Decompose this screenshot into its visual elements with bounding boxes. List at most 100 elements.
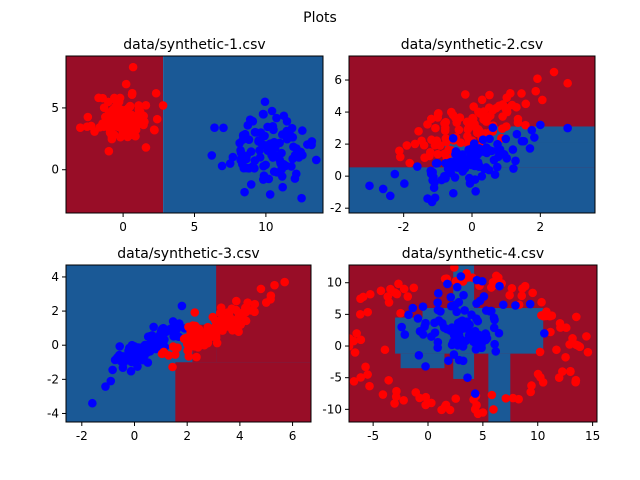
point-red <box>561 323 571 333</box>
point-blue <box>157 337 167 347</box>
point-blue <box>126 366 136 376</box>
point-red <box>547 311 557 320</box>
point-red <box>256 284 266 294</box>
point-red <box>365 381 374 391</box>
point-blue <box>278 130 287 139</box>
point-red <box>600 328 609 337</box>
point-red <box>513 114 523 124</box>
point-red <box>110 108 120 117</box>
point-blue <box>477 171 487 181</box>
x-tick-label: 10 <box>258 220 273 234</box>
point-red <box>184 322 193 332</box>
point-red <box>168 342 178 351</box>
point-red <box>402 141 412 150</box>
point-blue <box>430 193 440 203</box>
point-red <box>352 329 361 338</box>
point-blue <box>385 191 395 201</box>
point-blue <box>418 302 428 311</box>
region-red <box>175 362 311 422</box>
point-red <box>441 134 451 143</box>
point-red <box>512 102 521 112</box>
point-blue <box>477 343 486 353</box>
x-tick-label: 10 <box>530 429 545 443</box>
point-blue <box>525 299 535 309</box>
point-red <box>376 286 386 296</box>
x-tick-label: 0 <box>468 220 476 234</box>
point-blue <box>238 131 248 140</box>
point-red <box>518 284 527 293</box>
point-blue <box>139 355 148 365</box>
point-red <box>164 351 174 360</box>
point-red <box>212 338 222 348</box>
point-blue <box>446 301 456 311</box>
series-blue <box>365 120 572 207</box>
x-tick-label: 5 <box>479 429 487 443</box>
point-red <box>349 341 354 351</box>
x-tick-label: 15 <box>585 429 600 443</box>
point-blue <box>485 307 495 316</box>
point-red <box>104 97 113 107</box>
point-red <box>549 67 559 77</box>
x-tick-label: 2 <box>183 429 191 443</box>
point-blue <box>260 131 269 141</box>
point-blue <box>433 298 442 307</box>
point-blue <box>400 179 409 188</box>
point-red <box>280 277 289 287</box>
point-blue <box>478 135 488 144</box>
point-blue <box>467 310 476 320</box>
point-red <box>405 158 414 168</box>
point-blue <box>530 133 539 142</box>
point-blue <box>498 300 508 310</box>
point-red <box>86 121 96 131</box>
y-tick-label: -2 <box>330 201 342 215</box>
x-tick-label: -2 <box>76 429 88 443</box>
point-red <box>125 102 135 111</box>
point-blue <box>563 123 572 133</box>
point-blue <box>540 329 549 338</box>
point-blue <box>492 162 502 172</box>
point-blue <box>428 176 437 185</box>
point-blue <box>452 282 462 292</box>
subplot-3: -2 0 2 4 6 -4 -2 0 2 4 data/synthetic-3.csv <box>47 246 312 443</box>
point-blue <box>451 150 460 159</box>
point-blue <box>390 169 400 179</box>
point-red <box>487 390 497 400</box>
point-red <box>537 311 546 320</box>
point-blue <box>508 145 518 154</box>
point-blue <box>296 147 305 157</box>
point-blue <box>291 169 301 179</box>
point-red <box>517 89 526 98</box>
point-red <box>535 347 545 357</box>
point-red <box>104 146 114 156</box>
point-red <box>461 90 470 99</box>
point-red <box>409 283 419 293</box>
point-red <box>433 149 443 159</box>
point-red <box>555 319 565 328</box>
point-blue <box>493 139 502 149</box>
point-red <box>477 95 487 105</box>
point-red <box>521 99 531 109</box>
point-blue <box>159 323 168 333</box>
point-red <box>94 93 103 103</box>
point-red <box>563 78 572 88</box>
y-tick-label: 4 <box>51 270 59 284</box>
point-blue <box>404 310 413 320</box>
point-red <box>517 291 527 301</box>
subplot-2: -2 0 2 -2 0 2 4 6 data/synthetic-2.csv <box>330 37 596 234</box>
point-red <box>554 373 564 382</box>
point-blue <box>471 186 480 196</box>
y-tick-label: -10 <box>322 402 342 416</box>
subplot-1: 0 5 10 0 5 data/synthetic-1.csv <box>51 37 324 234</box>
point-red <box>243 298 252 307</box>
point-blue <box>272 113 281 123</box>
y-tick-label: 5 <box>334 307 342 321</box>
point-red <box>502 107 512 117</box>
point-blue <box>259 171 269 180</box>
point-red <box>356 373 366 382</box>
point-red <box>384 375 393 385</box>
series-red <box>75 62 168 156</box>
point-blue <box>149 322 158 332</box>
point-blue <box>421 362 430 371</box>
point-blue <box>408 303 418 313</box>
point-red <box>583 347 593 357</box>
